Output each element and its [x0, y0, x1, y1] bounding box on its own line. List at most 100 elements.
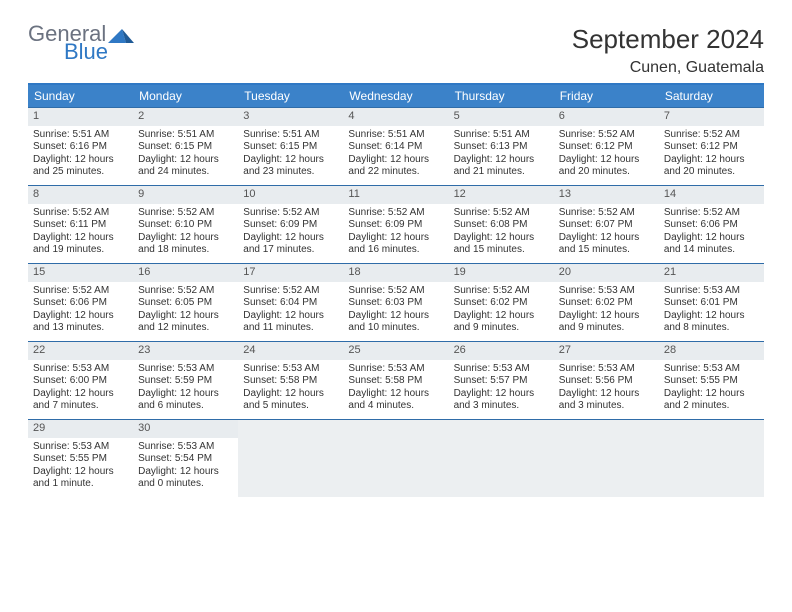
day-cell: 27Sunrise: 5:53 AMSunset: 5:56 PMDayligh… [554, 341, 659, 419]
day-cell: 10Sunrise: 5:52 AMSunset: 6:09 PMDayligh… [238, 185, 343, 263]
day-body: Sunrise: 5:53 AMSunset: 6:02 PMDaylight:… [554, 282, 659, 341]
daylight-line: Daylight: 12 hours and 19 minutes. [33, 232, 128, 257]
daylight-line: Daylight: 12 hours and 25 minutes. [33, 154, 128, 179]
weekday-header: Saturday [659, 85, 764, 107]
day-number: 17 [238, 264, 343, 282]
day-number: 11 [343, 186, 448, 204]
day-number: 22 [28, 342, 133, 360]
day-cell: 28Sunrise: 5:53 AMSunset: 5:55 PMDayligh… [659, 341, 764, 419]
daylight-line: Daylight: 12 hours and 3 minutes. [559, 388, 654, 413]
daylight-line: Daylight: 12 hours and 23 minutes. [243, 154, 338, 179]
day-body: Sunrise: 5:51 AMSunset: 6:15 PMDaylight:… [238, 126, 343, 185]
day-cell: 13Sunrise: 5:52 AMSunset: 6:07 PMDayligh… [554, 185, 659, 263]
sunrise-line: Sunrise: 5:53 AM [664, 285, 759, 298]
sunset-line: Sunset: 6:05 PM [138, 297, 233, 310]
sunset-line: Sunset: 6:06 PM [664, 219, 759, 232]
day-cell: 11Sunrise: 5:52 AMSunset: 6:09 PMDayligh… [343, 185, 448, 263]
daylight-line: Daylight: 12 hours and 16 minutes. [348, 232, 443, 257]
day-cell: 15Sunrise: 5:52 AMSunset: 6:06 PMDayligh… [28, 263, 133, 341]
sunrise-line: Sunrise: 5:53 AM [33, 363, 128, 376]
day-cell: 7Sunrise: 5:52 AMSunset: 6:12 PMDaylight… [659, 107, 764, 185]
day-number: 8 [28, 186, 133, 204]
day-body: Sunrise: 5:52 AMSunset: 6:10 PMDaylight:… [133, 204, 238, 263]
sunrise-line: Sunrise: 5:51 AM [138, 129, 233, 142]
location-label: Cunen, Guatemala [572, 59, 764, 77]
sunrise-line: Sunrise: 5:52 AM [454, 207, 549, 220]
daylight-line: Daylight: 12 hours and 9 minutes. [454, 310, 549, 335]
sunset-line: Sunset: 6:07 PM [559, 219, 654, 232]
sunset-line: Sunset: 6:13 PM [454, 141, 549, 154]
sunset-line: Sunset: 6:01 PM [664, 297, 759, 310]
sunset-line: Sunset: 5:55 PM [33, 453, 128, 466]
sunrise-line: Sunrise: 5:51 AM [243, 129, 338, 142]
day-cell: 18Sunrise: 5:52 AMSunset: 6:03 PMDayligh… [343, 263, 448, 341]
sunset-line: Sunset: 6:02 PM [454, 297, 549, 310]
day-body: Sunrise: 5:52 AMSunset: 6:07 PMDaylight:… [554, 204, 659, 263]
sunset-line: Sunset: 6:09 PM [348, 219, 443, 232]
weekday-header: Tuesday [238, 85, 343, 107]
day-cell: 20Sunrise: 5:53 AMSunset: 6:02 PMDayligh… [554, 263, 659, 341]
day-body: Sunrise: 5:52 AMSunset: 6:12 PMDaylight:… [659, 126, 764, 185]
day-number: 4 [343, 108, 448, 126]
day-number: 21 [659, 264, 764, 282]
sunset-line: Sunset: 6:10 PM [138, 219, 233, 232]
sunrise-line: Sunrise: 5:52 AM [138, 207, 233, 220]
sunset-line: Sunset: 6:09 PM [243, 219, 338, 232]
sunset-line: Sunset: 6:12 PM [559, 141, 654, 154]
day-body: Sunrise: 5:51 AMSunset: 6:14 PMDaylight:… [343, 126, 448, 185]
sunset-line: Sunset: 5:58 PM [348, 375, 443, 388]
day-cell: 8Sunrise: 5:52 AMSunset: 6:11 PMDaylight… [28, 185, 133, 263]
sunset-line: Sunset: 6:15 PM [138, 141, 233, 154]
day-body: Sunrise: 5:53 AMSunset: 6:01 PMDaylight:… [659, 282, 764, 341]
daylight-line: Daylight: 12 hours and 2 minutes. [664, 388, 759, 413]
day-body: Sunrise: 5:53 AMSunset: 5:56 PMDaylight:… [554, 360, 659, 419]
day-cell: 5Sunrise: 5:51 AMSunset: 6:13 PMDaylight… [449, 107, 554, 185]
sunrise-line: Sunrise: 5:52 AM [454, 285, 549, 298]
day-body: Sunrise: 5:52 AMSunset: 6:04 PMDaylight:… [238, 282, 343, 341]
sunrise-line: Sunrise: 5:52 AM [33, 207, 128, 220]
sunrise-line: Sunrise: 5:52 AM [664, 129, 759, 142]
daylight-line: Daylight: 12 hours and 24 minutes. [138, 154, 233, 179]
weekday-header: Wednesday [343, 85, 448, 107]
sunrise-line: Sunrise: 5:53 AM [664, 363, 759, 376]
day-body: Sunrise: 5:53 AMSunset: 5:54 PMDaylight:… [133, 438, 238, 497]
day-number: 6 [554, 108, 659, 126]
day-body: Sunrise: 5:52 AMSunset: 6:11 PMDaylight:… [28, 204, 133, 263]
daylight-line: Daylight: 12 hours and 11 minutes. [243, 310, 338, 335]
day-number: 24 [238, 342, 343, 360]
day-cell: 3Sunrise: 5:51 AMSunset: 6:15 PMDaylight… [238, 107, 343, 185]
day-number: 15 [28, 264, 133, 282]
day-cell: 29Sunrise: 5:53 AMSunset: 5:55 PMDayligh… [28, 419, 133, 497]
empty-cell [343, 419, 448, 497]
day-body: Sunrise: 5:52 AMSunset: 6:09 PMDaylight:… [238, 204, 343, 263]
day-body: Sunrise: 5:53 AMSunset: 5:59 PMDaylight:… [133, 360, 238, 419]
sunrise-line: Sunrise: 5:52 AM [559, 207, 654, 220]
daylight-line: Daylight: 12 hours and 5 minutes. [243, 388, 338, 413]
daylight-line: Daylight: 12 hours and 14 minutes. [664, 232, 759, 257]
daylight-line: Daylight: 12 hours and 7 minutes. [33, 388, 128, 413]
weekday-header: Sunday [28, 85, 133, 107]
day-body: Sunrise: 5:53 AMSunset: 5:57 PMDaylight:… [449, 360, 554, 419]
sunrise-line: Sunrise: 5:52 AM [33, 285, 128, 298]
brand-logo: General Blue [28, 24, 134, 63]
sunrise-line: Sunrise: 5:53 AM [138, 441, 233, 454]
sunset-line: Sunset: 6:11 PM [33, 219, 128, 232]
day-cell: 25Sunrise: 5:53 AMSunset: 5:58 PMDayligh… [343, 341, 448, 419]
title-block: September 2024 Cunen, Guatemala [572, 24, 764, 77]
sunrise-line: Sunrise: 5:53 AM [33, 441, 128, 454]
daylight-line: Daylight: 12 hours and 20 minutes. [559, 154, 654, 179]
weekday-header: Friday [554, 85, 659, 107]
day-number: 5 [449, 108, 554, 126]
day-number: 10 [238, 186, 343, 204]
day-cell: 16Sunrise: 5:52 AMSunset: 6:05 PMDayligh… [133, 263, 238, 341]
month-title: September 2024 [572, 24, 764, 55]
daylight-line: Daylight: 12 hours and 13 minutes. [33, 310, 128, 335]
day-number: 19 [449, 264, 554, 282]
day-number: 9 [133, 186, 238, 204]
day-number: 20 [554, 264, 659, 282]
daylight-line: Daylight: 12 hours and 4 minutes. [348, 388, 443, 413]
day-body: Sunrise: 5:52 AMSunset: 6:02 PMDaylight:… [449, 282, 554, 341]
day-number: 3 [238, 108, 343, 126]
calendar-grid: SundayMondayTuesdayWednesdayThursdayFrid… [28, 83, 764, 497]
sunrise-line: Sunrise: 5:52 AM [559, 129, 654, 142]
